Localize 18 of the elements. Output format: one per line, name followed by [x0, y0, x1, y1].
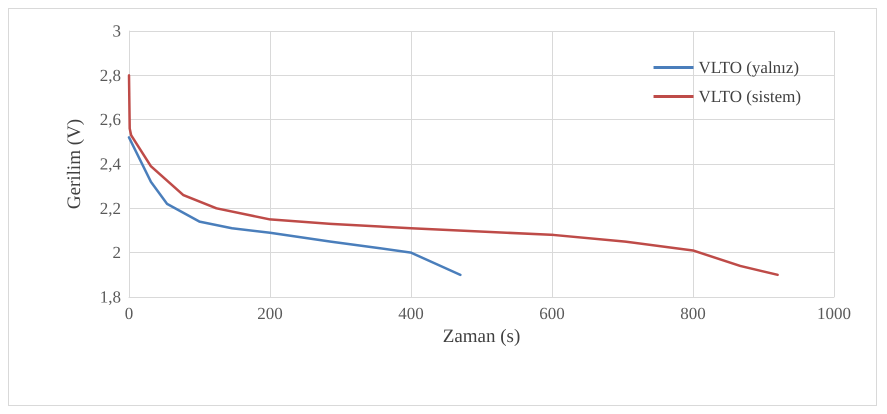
y-axis-title: Gerilim (V) — [64, 118, 85, 210]
y-tick-label: 2 — [112, 243, 121, 262]
line-series — [128, 136, 462, 276]
y-tick-label: 1,8 — [100, 288, 121, 306]
x-axis-title: Zaman (s) — [442, 326, 520, 347]
x-tick-label: 0 — [124, 304, 134, 323]
x-tick-label: 400 — [398, 304, 424, 323]
y-tick-label: 2,8 — [100, 66, 121, 85]
y-tick-label: 2,4 — [100, 154, 122, 174]
legend-label: VLTO (yalnız) — [698, 58, 800, 77]
x-tick-label: 200 — [257, 304, 283, 323]
y-tick-label: 2,6 — [100, 110, 121, 130]
x-tick-label: 800 — [680, 304, 706, 323]
x-tick-label: 600 — [539, 304, 565, 323]
y-tick-label: 2,2 — [100, 198, 121, 218]
y-tick-label: 3 — [112, 22, 121, 40]
x-tick-label: 1000 — [817, 304, 851, 323]
legend-label: VLTO (sistem) — [698, 87, 802, 106]
